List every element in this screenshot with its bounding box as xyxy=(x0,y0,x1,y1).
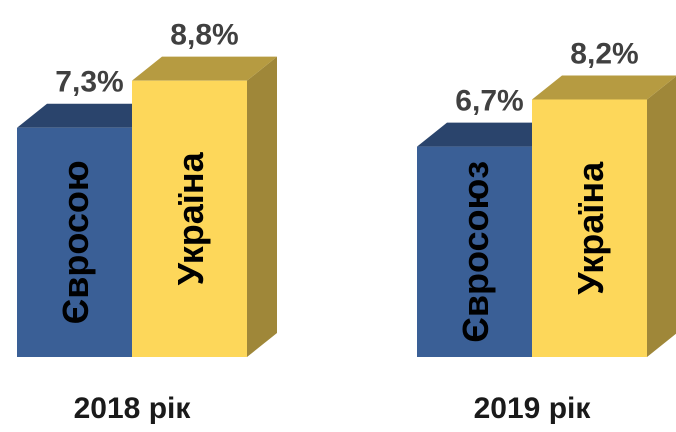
bar-label: Україна xyxy=(570,161,611,295)
value-label: 6,7% xyxy=(455,85,523,118)
bar-top xyxy=(132,56,277,81)
value-label: 8,2% xyxy=(570,37,638,70)
bar-top xyxy=(417,122,562,147)
bar xyxy=(417,146,532,357)
bar-label: Євросоюз xyxy=(455,161,496,343)
bar-label: Євросою xyxy=(55,160,96,324)
value-label: 8,8% xyxy=(170,19,238,52)
value-label: 7,3% xyxy=(55,66,123,99)
bar-label: Україна xyxy=(170,151,211,285)
bar-side xyxy=(247,56,277,358)
category-label: 2019 рік xyxy=(474,392,592,425)
bar xyxy=(17,127,132,357)
bar-side xyxy=(647,76,676,357)
bar-top xyxy=(532,75,676,100)
bar xyxy=(532,99,647,358)
bar xyxy=(132,80,247,358)
bar-top xyxy=(17,103,162,128)
category-label: 2018 рік xyxy=(74,392,192,425)
